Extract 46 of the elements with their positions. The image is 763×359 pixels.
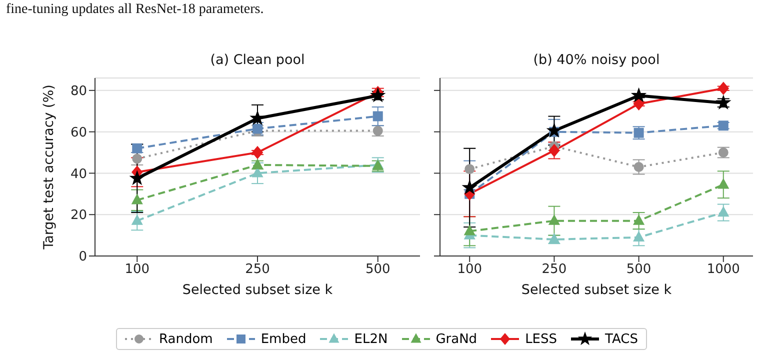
legend-label: TACS [605, 332, 638, 346]
text: fine-tuning updates all ResNet-18 parameters. [6, 2, 264, 18]
legend-label: EL2N [354, 332, 388, 346]
point [718, 178, 729, 189]
point [547, 124, 562, 137]
point [548, 144, 560, 157]
point [252, 146, 263, 159]
chart-title: (a) Clean pool [209, 52, 306, 68]
point [132, 194, 143, 204]
point [633, 231, 644, 242]
x-axis-title: Selected subset size k [182, 282, 333, 298]
point [548, 214, 560, 225]
x-tick-label: 1000 [706, 262, 740, 278]
y-tick-label: 80 [70, 84, 87, 100]
point [132, 214, 143, 225]
point [633, 98, 644, 110]
x-tick-label: 250 [542, 262, 567, 278]
legend-label: Random [159, 332, 213, 346]
point [464, 225, 476, 236]
x-tick-label: 500 [626, 262, 652, 278]
point [632, 88, 646, 102]
y-tick-label: 0 [78, 250, 87, 265]
legend-label: GraNd [436, 332, 478, 346]
point [718, 206, 729, 217]
x-tick-label: 100 [457, 262, 482, 278]
x-tick-label: 100 [124, 262, 150, 278]
point [462, 180, 477, 194]
y-tick-label: 40 [70, 166, 87, 182]
point [633, 214, 644, 225]
point [464, 164, 475, 174]
chart-title: (b) 40% noisy pool [532, 52, 661, 68]
point [716, 96, 730, 109]
y-axis-title: Target test accuracy (%) [40, 84, 57, 250]
x-tick-label: 500 [365, 262, 390, 278]
point [372, 111, 383, 122]
y-tick-label: 20 [70, 208, 87, 224]
x-tick-label: 250 [245, 262, 270, 278]
point [718, 82, 729, 95]
legend-label: LESS [525, 332, 558, 346]
point [130, 171, 144, 184]
point [370, 88, 385, 102]
y-tick-label: 60 [70, 125, 87, 140]
point [634, 162, 644, 172]
legend-label: Embed [260, 332, 306, 346]
x-axis-title: Selected subset size k [521, 282, 672, 298]
point [250, 111, 264, 124]
